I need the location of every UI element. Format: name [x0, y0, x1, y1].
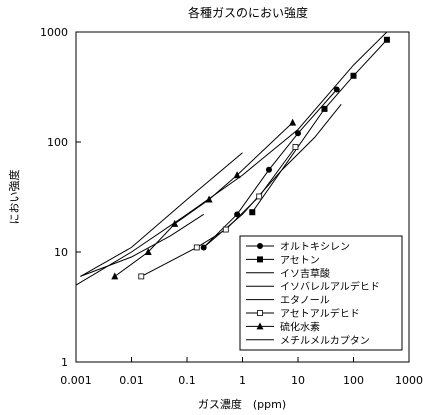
legend-label: オルトキシレン — [280, 241, 350, 253]
legend-item: アセトン — [246, 254, 320, 266]
series-line — [203, 103, 342, 248]
legend-label: アセトアルデヒド — [280, 307, 360, 320]
series-7 — [111, 118, 297, 280]
data-point — [333, 86, 340, 93]
y-tick-label: 1 — [61, 356, 68, 369]
y-axis-title: におい強度 — [7, 170, 21, 225]
legend-item: イソバレルアルデヒド — [246, 280, 380, 293]
x-tick-label: 1000 — [395, 374, 423, 387]
data-point — [257, 256, 263, 263]
x-tick-label: 0.01 — [119, 374, 144, 387]
legend-item: オルトキシレン — [246, 241, 350, 253]
data-point — [383, 36, 390, 43]
legend-label: アセトン — [280, 254, 320, 266]
data-point — [257, 243, 263, 249]
data-point — [233, 171, 241, 179]
series-2 — [249, 36, 390, 216]
legend-item: イソ吉草酸 — [246, 267, 330, 280]
series-6 — [138, 144, 299, 280]
series-line — [114, 122, 293, 277]
data-point — [111, 272, 119, 280]
series-line — [80, 152, 243, 277]
data-point — [295, 130, 301, 137]
legend-items: オルトキシレンアセトンイソ吉草酸イソバレルアルデヒドエタノールアセトアルデヒド硫… — [246, 241, 380, 347]
legend-label: イソ吉草酸 — [280, 267, 330, 280]
legend-item: 硫化水素 — [246, 320, 320, 333]
data-point — [144, 248, 152, 255]
x-tick-label: 1 — [239, 374, 246, 387]
series-line — [75, 31, 388, 286]
data-point — [138, 273, 145, 280]
chart-title: 各種ガスのにおい強度 — [188, 5, 308, 20]
x-axis-title: ガス濃度 (ppm) — [198, 397, 286, 411]
data-point — [222, 226, 229, 233]
legend-label: エタノール — [280, 295, 330, 307]
y-tick-label: 1000 — [40, 26, 68, 39]
data-point — [249, 209, 256, 216]
series-1 — [200, 86, 340, 251]
data-point — [171, 219, 179, 227]
legend-item: エタノール — [246, 295, 330, 307]
x-axis-ticks: 0.001 0.01 0.1 1 10 100 1000 — [60, 357, 423, 387]
data-point — [265, 166, 272, 173]
y-tick-label: 10 — [54, 246, 68, 259]
y-axis-ticks: 1 10 100 1000 — [40, 26, 81, 369]
series-8 — [80, 152, 243, 277]
data-point — [257, 310, 263, 316]
legend-item: アセトアルデヒド — [246, 307, 360, 320]
legend-label: 硫化水素 — [280, 320, 320, 333]
y-tick-label: 100 — [47, 136, 68, 149]
legend-item: メチルメルカプタン — [246, 335, 370, 347]
series-5 — [203, 103, 342, 248]
data-point — [350, 72, 357, 79]
x-tick-label: 0.1 — [178, 374, 196, 387]
data-point — [205, 195, 213, 203]
legend-label: イソバレルアルデヒド — [280, 280, 380, 293]
data-point — [256, 322, 264, 330]
x-tick-label: 0.001 — [60, 374, 92, 387]
legend-label: メチルメルカプタン — [280, 335, 370, 347]
legend: オルトキシレンアセトンイソ吉草酸イソバレルアルデヒドエタノールアセトアルデヒド硫… — [239, 235, 403, 351]
data-point — [193, 244, 200, 251]
legend-box — [239, 235, 403, 351]
x-tick-label: 10 — [291, 374, 305, 387]
x-tick-label: 100 — [343, 374, 364, 387]
data-point — [292, 144, 299, 150]
series-layer — [75, 31, 390, 286]
data-point — [256, 193, 263, 200]
series-4 — [75, 31, 388, 286]
data-point — [321, 105, 328, 112]
data-point — [289, 118, 297, 126]
series-line — [251, 39, 388, 213]
data-point — [234, 211, 241, 218]
